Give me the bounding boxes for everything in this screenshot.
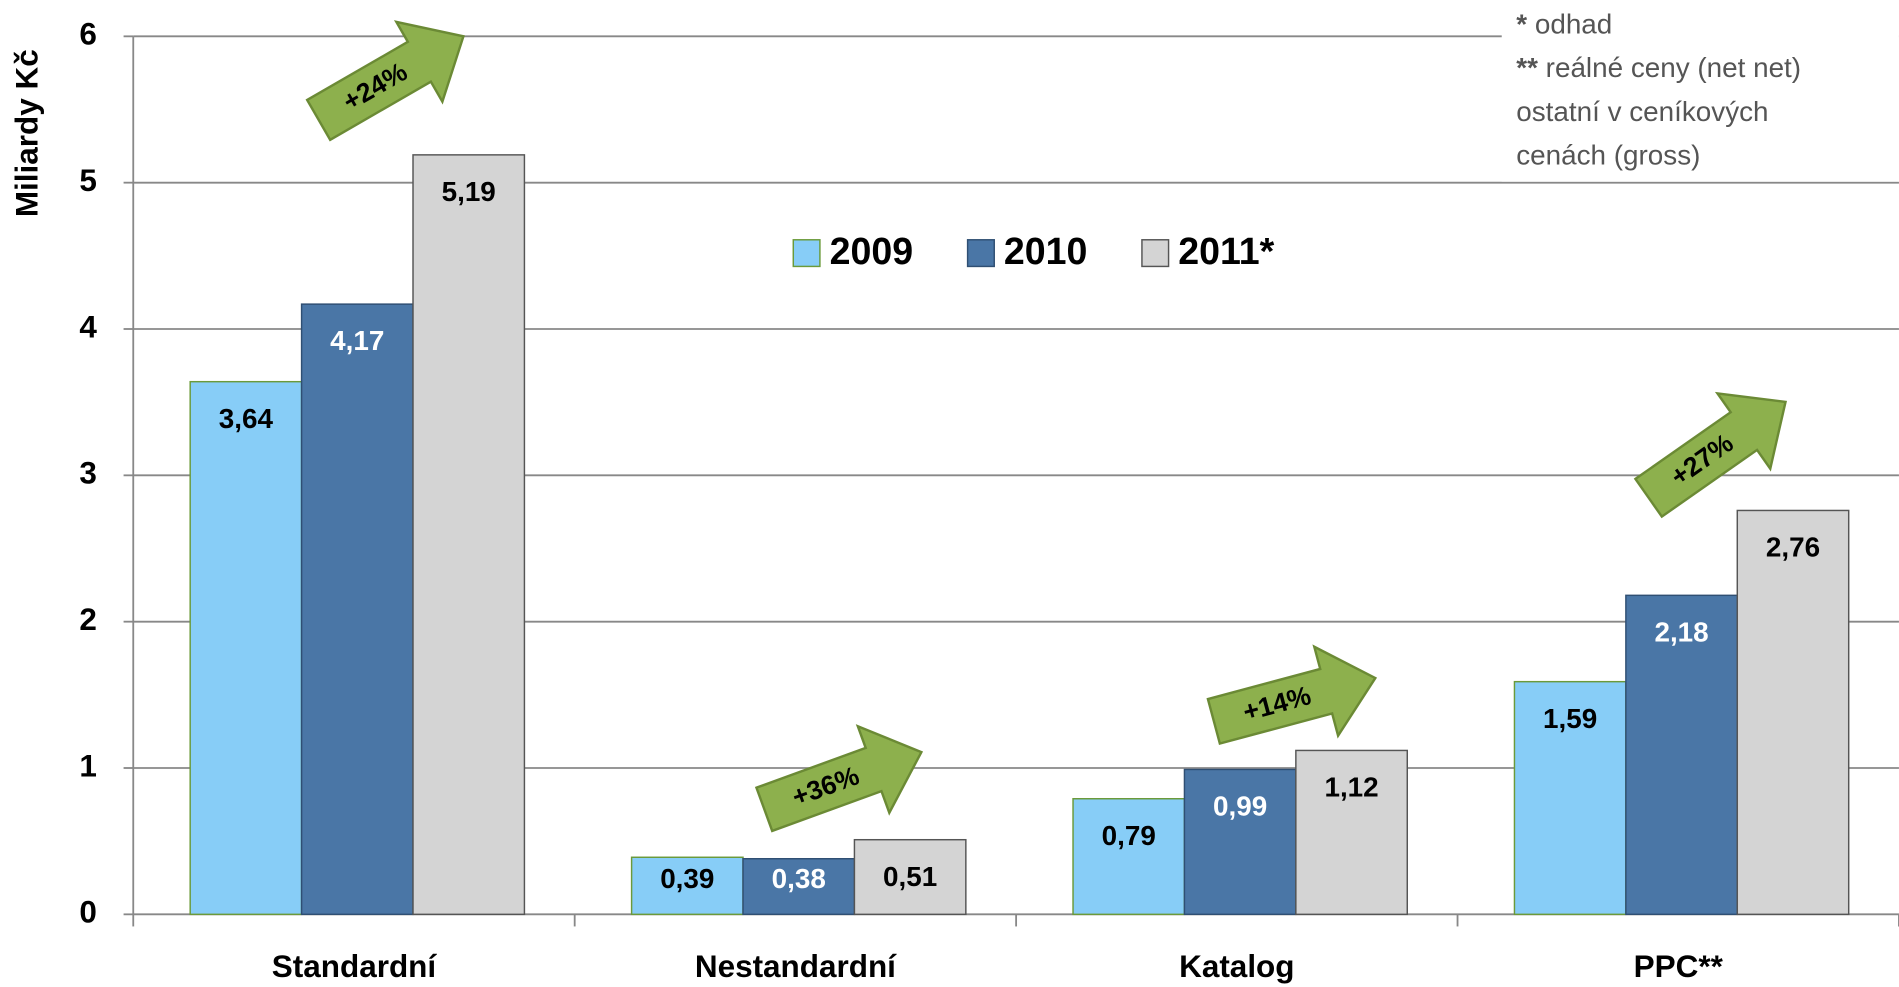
legend-label: 2010 [1004,230,1088,272]
legend-swatch [1141,239,1170,268]
note: ** reálné ceny (net net) [1516,53,1801,84]
note-text: cenách (gross) [1516,140,1700,171]
notes-background [1501,0,1899,182]
data-label: 1,59 [1543,703,1597,734]
data-label: 2,18 [1654,616,1708,647]
x-tick-label: PPC** [1634,949,1724,984]
legend-swatch [966,239,995,268]
arrow-shape [1633,391,1788,519]
growth-arrow: +36% [754,724,924,833]
legend-label: 2009 [830,230,914,272]
growth-arrow: +14% [1206,644,1378,746]
y-tick-label: 2 [79,602,97,637]
note-marker: ** [1516,53,1538,84]
y-tick-label: 6 [79,17,97,52]
bar [630,856,744,916]
data-label: 0,99 [1213,791,1267,822]
bar [1625,594,1739,916]
bar [300,303,414,916]
y-tick-label: 1 [79,748,97,783]
note: * odhad [1516,9,1612,40]
data-label: 1,12 [1324,772,1378,803]
bar [742,858,856,916]
data-label: 2,76 [1766,532,1820,563]
bar [1513,680,1627,916]
note-text: ostatní v ceníkových [1516,96,1768,127]
data-label: 0,51 [883,861,937,892]
data-label: 0,38 [772,863,826,894]
bar [1295,749,1409,916]
legend-swatch [792,239,821,268]
data-label: 0,39 [660,863,714,894]
arrow-shape [754,724,924,833]
x-tick-label: Nestandardní [695,949,897,984]
bar [412,154,526,916]
y-tick-label: 3 [79,456,97,491]
data-label: 4,17 [330,325,384,356]
bar [853,838,967,916]
bar [189,380,303,916]
y-axis-label: Miliardy Kč [9,49,44,217]
note-marker: * [1516,9,1527,40]
note-text: odhad [1535,9,1612,40]
bar [1183,768,1297,916]
data-label: 0,79 [1102,820,1156,851]
data-label: 5,19 [442,176,496,207]
bar [1072,798,1186,916]
note: cenách (gross) [1516,140,1700,171]
note: ostatní v ceníkových [1516,96,1768,127]
note-text: reálné ceny (net net) [1546,53,1801,84]
arrow-shape [305,20,465,142]
y-tick-label: 4 [79,309,97,344]
x-tick-label: Standardní [272,949,438,984]
legend-label: 2011* [1178,230,1274,272]
growth-arrow: +24% [305,20,465,142]
arrow-shape [1206,644,1378,746]
data-label: 3,64 [219,403,274,434]
y-tick-label: 5 [79,163,97,198]
bar [1736,509,1850,916]
x-tick-label: Katalog [1179,949,1294,984]
y-tick-label: 0 [79,895,97,930]
